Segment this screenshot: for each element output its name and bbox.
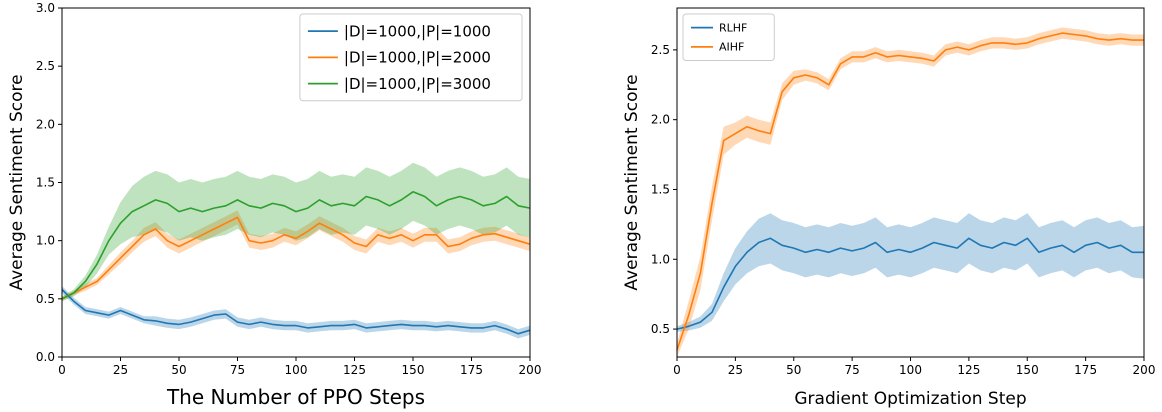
chart-right-xtick-label-3: 75 (844, 363, 859, 377)
chart-left-band-2 (62, 162, 530, 302)
chart-right-band-0 (677, 213, 1144, 332)
chart-left-axes: 0 25 50 75 100 125 150 175 200 0.0 0.5 1.0 1.5 2.0 2.5… (36, 1, 542, 377)
chart-right-xtick-label-8: 200 (1133, 363, 1156, 377)
chart-left-ytick-label-2: 1.0 (36, 234, 55, 248)
chart-left-lines (61, 191, 531, 335)
chart-left-xtick-label-4: 100 (285, 363, 308, 377)
chart-left-ylabel: Average Sentiment Score (7, 74, 27, 290)
chart-right-ytick-label-2: 1.5 (651, 182, 670, 196)
chart-right-lines (676, 32, 1144, 351)
chart-right-legend-box (682, 13, 775, 61)
chart-right-legend-label-0: RLHF (719, 21, 747, 34)
chart-right-ytick-label-4: 2.5 (651, 43, 670, 57)
chart-right: 0 25 50 75 100 125 150 175 200 0.5 1.0 1.5 2.0 2.5 RL… (622, 7, 1156, 409)
chart-left-xtick-label-0: 0 (58, 363, 66, 377)
chart-left-band-0 (62, 286, 530, 339)
chart-left-xlabel: The Number of PPO Steps (166, 385, 425, 409)
chart-right-xtick-label-2: 50 (786, 363, 801, 377)
chart-right-ytick-label-3: 2.0 (651, 113, 670, 127)
chart-left-ytick-label-1: 0.5 (36, 292, 55, 306)
chart-right-xtick-label-5: 125 (957, 363, 980, 377)
chart-right-series-line-1 (676, 32, 1144, 351)
chart-right-bands (677, 27, 1144, 357)
chart-right-xtick-label-7: 175 (1074, 363, 1097, 377)
chart-right-xlabel: Gradient Optimization Step (794, 389, 1026, 409)
chart-right-legend: RLHF AIHF (682, 13, 775, 61)
chart-left-legend: |D|=1000,|P|=1000 |D|=1000,|P|=2000 |D|=10… (299, 13, 523, 102)
chart-left-legend-label-2: |D|=1000,|P|=3000 (344, 75, 491, 93)
chart-left-xtick-label-2: 50 (171, 363, 186, 377)
chart-right-xtick-label-6: 150 (1016, 363, 1039, 377)
chart-left-xtick-label-3: 75 (230, 363, 245, 377)
chart-right-xtick-label-4: 100 (899, 363, 922, 377)
chart-left-xtick-label-8: 200 (519, 363, 542, 377)
chart-right-axes: 0 25 50 75 100 125 150 175 200 0.5 1.0 1.5 2.0 2.5 (651, 7, 1156, 377)
chart-left-bands (62, 162, 530, 339)
chart-right-ytick-label-1: 1.0 (651, 252, 670, 266)
chart-left-xtick-label-1: 25 (113, 363, 128, 377)
chart-right-ytick-label-0: 0.5 (651, 322, 670, 336)
chart-right-band-1 (677, 27, 1144, 357)
chart-left-ytick-label-5: 2.5 (36, 59, 55, 73)
chart-left-series-line-1 (61, 216, 531, 300)
chart-right-ylabel: Average Sentiment Score (622, 74, 642, 290)
chart-left-xtick-label-7: 175 (460, 363, 483, 377)
chart-right-legend-label-1: AIHF (719, 41, 744, 54)
chart-left: 0 25 50 75 100 125 150 175 200 0.0 0.5 1.0 1.5 2.0 2.5… (7, 1, 541, 409)
chart-left-legend-label-0: |D|=1000,|P|=1000 (344, 22, 491, 40)
chart-left-ytick-label-6: 3.0 (36, 1, 55, 15)
chart-left-xtick-label-6: 150 (402, 363, 425, 377)
chart-left-legend-label-1: |D|=1000,|P|=2000 (344, 49, 491, 67)
chart-left-ytick-label-4: 2.0 (36, 117, 55, 131)
chart-right-series-line-0 (676, 237, 1144, 330)
chart-left-xtick-label-5: 125 (343, 363, 366, 377)
chart-right-xtick-label-1: 25 (728, 363, 743, 377)
chart-left-ytick-label-0: 0.0 (36, 350, 55, 364)
chart-left-ytick-label-3: 1.5 (36, 176, 55, 190)
chart-left-series-line-0 (61, 288, 531, 335)
chart-right-xtick-label-0: 0 (673, 363, 681, 377)
chart-left-series-line-2 (61, 191, 531, 300)
chart-left-legend-box (299, 13, 523, 102)
